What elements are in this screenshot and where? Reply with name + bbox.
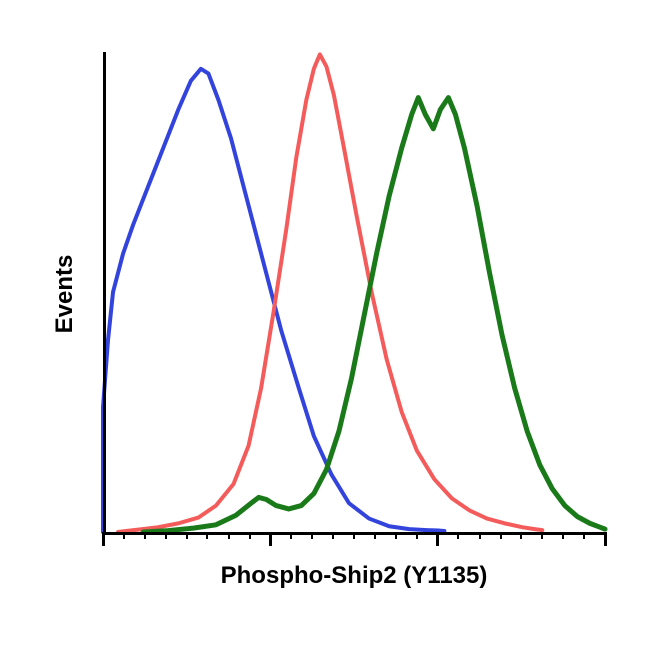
x-tick: [520, 532, 522, 539]
x-tick: [206, 532, 208, 539]
y-axis-line: [103, 52, 106, 535]
x-tick: [123, 532, 125, 539]
x-tick: [416, 532, 418, 539]
x-tick: [353, 532, 355, 539]
x-tick: [290, 532, 292, 539]
x-tick: [186, 532, 188, 539]
x-tick: [102, 532, 105, 546]
series-green: [143, 98, 605, 532]
flow-cytometry-histogram: Phospho-Ship2 (Y1135) Events: [0, 0, 648, 648]
y-axis-label: Events: [51, 54, 79, 534]
x-tick: [436, 532, 439, 546]
plot-area: [103, 52, 605, 532]
x-axis-label: Phospho-Ship2 (Y1135): [103, 562, 605, 590]
x-tick: [374, 532, 376, 539]
x-tick: [479, 532, 481, 539]
x-tick: [311, 532, 313, 539]
x-tick: [457, 532, 459, 539]
x-tick: [269, 532, 272, 546]
x-tick: [228, 532, 230, 539]
histogram-curves: [103, 52, 605, 532]
x-tick: [144, 532, 146, 539]
x-tick: [562, 532, 564, 539]
x-tick: [165, 532, 167, 539]
x-tick: [500, 532, 502, 539]
x-tick: [604, 532, 607, 546]
x-tick: [583, 532, 585, 539]
x-tick: [395, 532, 397, 539]
x-tick: [249, 532, 251, 539]
x-tick: [541, 532, 543, 539]
x-tick: [332, 532, 334, 539]
